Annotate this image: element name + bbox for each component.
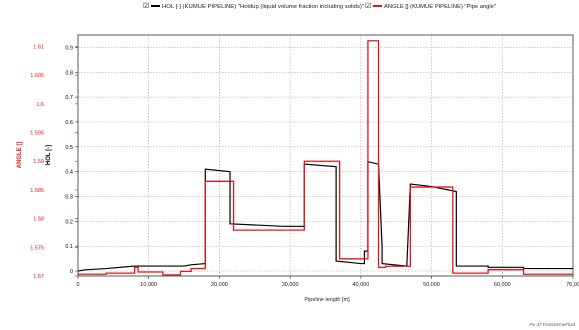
x-tick-label: 20,000 [211,282,228,288]
legend: ☑ HOL [-] (KUMUE PIPELINE) "Holdup (liqu… [143,2,496,10]
right-tick-label: 0.7 [65,95,73,101]
left-tick-label: 1.595 [30,131,44,137]
legend-angle-label: ANGLE [] (KUMUE PIPELINE) "Pipe angle" [384,4,496,10]
left-tick-label: 1.605 [30,73,44,79]
left-tick-label: 1.575 [30,245,44,251]
x-tick-label: 40,000 [352,282,369,288]
series-layer [77,40,573,276]
left-axis-title: ANGLE [] [17,142,23,169]
left-tick-label: 1.57 [33,274,44,280]
right-tick-label: 0.2 [65,219,73,225]
x-axis: 0 10,000 20,000 30,000 40,000 50,000 60,000 70,… [76,276,579,288]
left-tick-label: 1.585 [30,188,44,194]
right-tick-label: 0.9 [65,45,73,51]
right-tick-label: 0.4 [65,170,73,176]
right-tick-label: 0 [70,269,73,275]
left-tick-label: 1.6 [36,102,44,108]
left-tick-label: 1.58 [33,217,44,223]
left-tick-label: 1.59 [33,159,44,165]
grid [78,35,573,276]
plot-area[interactable] [77,34,574,277]
legend-hol-label: HOL [-] (KUMUE PIPELINE) "Holdup (liquid… [162,4,364,10]
right-tick-label: 0.8 [65,70,73,76]
legend-checkbox-2-icon[interactable]: ☑ [365,2,371,10]
x-tick-label: 50,000 [423,282,440,288]
x-tick-label: 60,000 [494,282,511,288]
right-axis: 0 0.1 0.2 0.3 0.4 0.5 0.6 0.7 0.8 0.9 [65,45,78,275]
left-tick-label: 1.61 [33,44,44,50]
right-tick-label: 0.6 [65,120,73,126]
legend-checkbox-1-icon[interactable]: ☑ [143,2,149,10]
x-axis-title: Pipeline length [m] [304,297,350,303]
x-tick-label: 30,000 [282,282,299,288]
angle-series-line [78,40,573,276]
x-tick-label: 0 [76,282,79,288]
right-axis-title: HOL [-] [46,145,52,165]
x-tick-label: 10,000 [140,282,157,288]
footer-watermark: Fix 47 FixSchemeFluid [529,322,575,327]
left-axis: 1.57 1.575 1.58 1.585 1.59 1.595 1.6 1.605 1.61 [30,44,78,280]
right-tick-label: 0.3 [65,194,73,200]
hol-series-line [77,160,573,272]
right-tick-label: 0.1 [65,244,73,250]
right-tick-label: 0.5 [65,145,73,151]
x-tick-label: 70,00 [566,282,579,288]
